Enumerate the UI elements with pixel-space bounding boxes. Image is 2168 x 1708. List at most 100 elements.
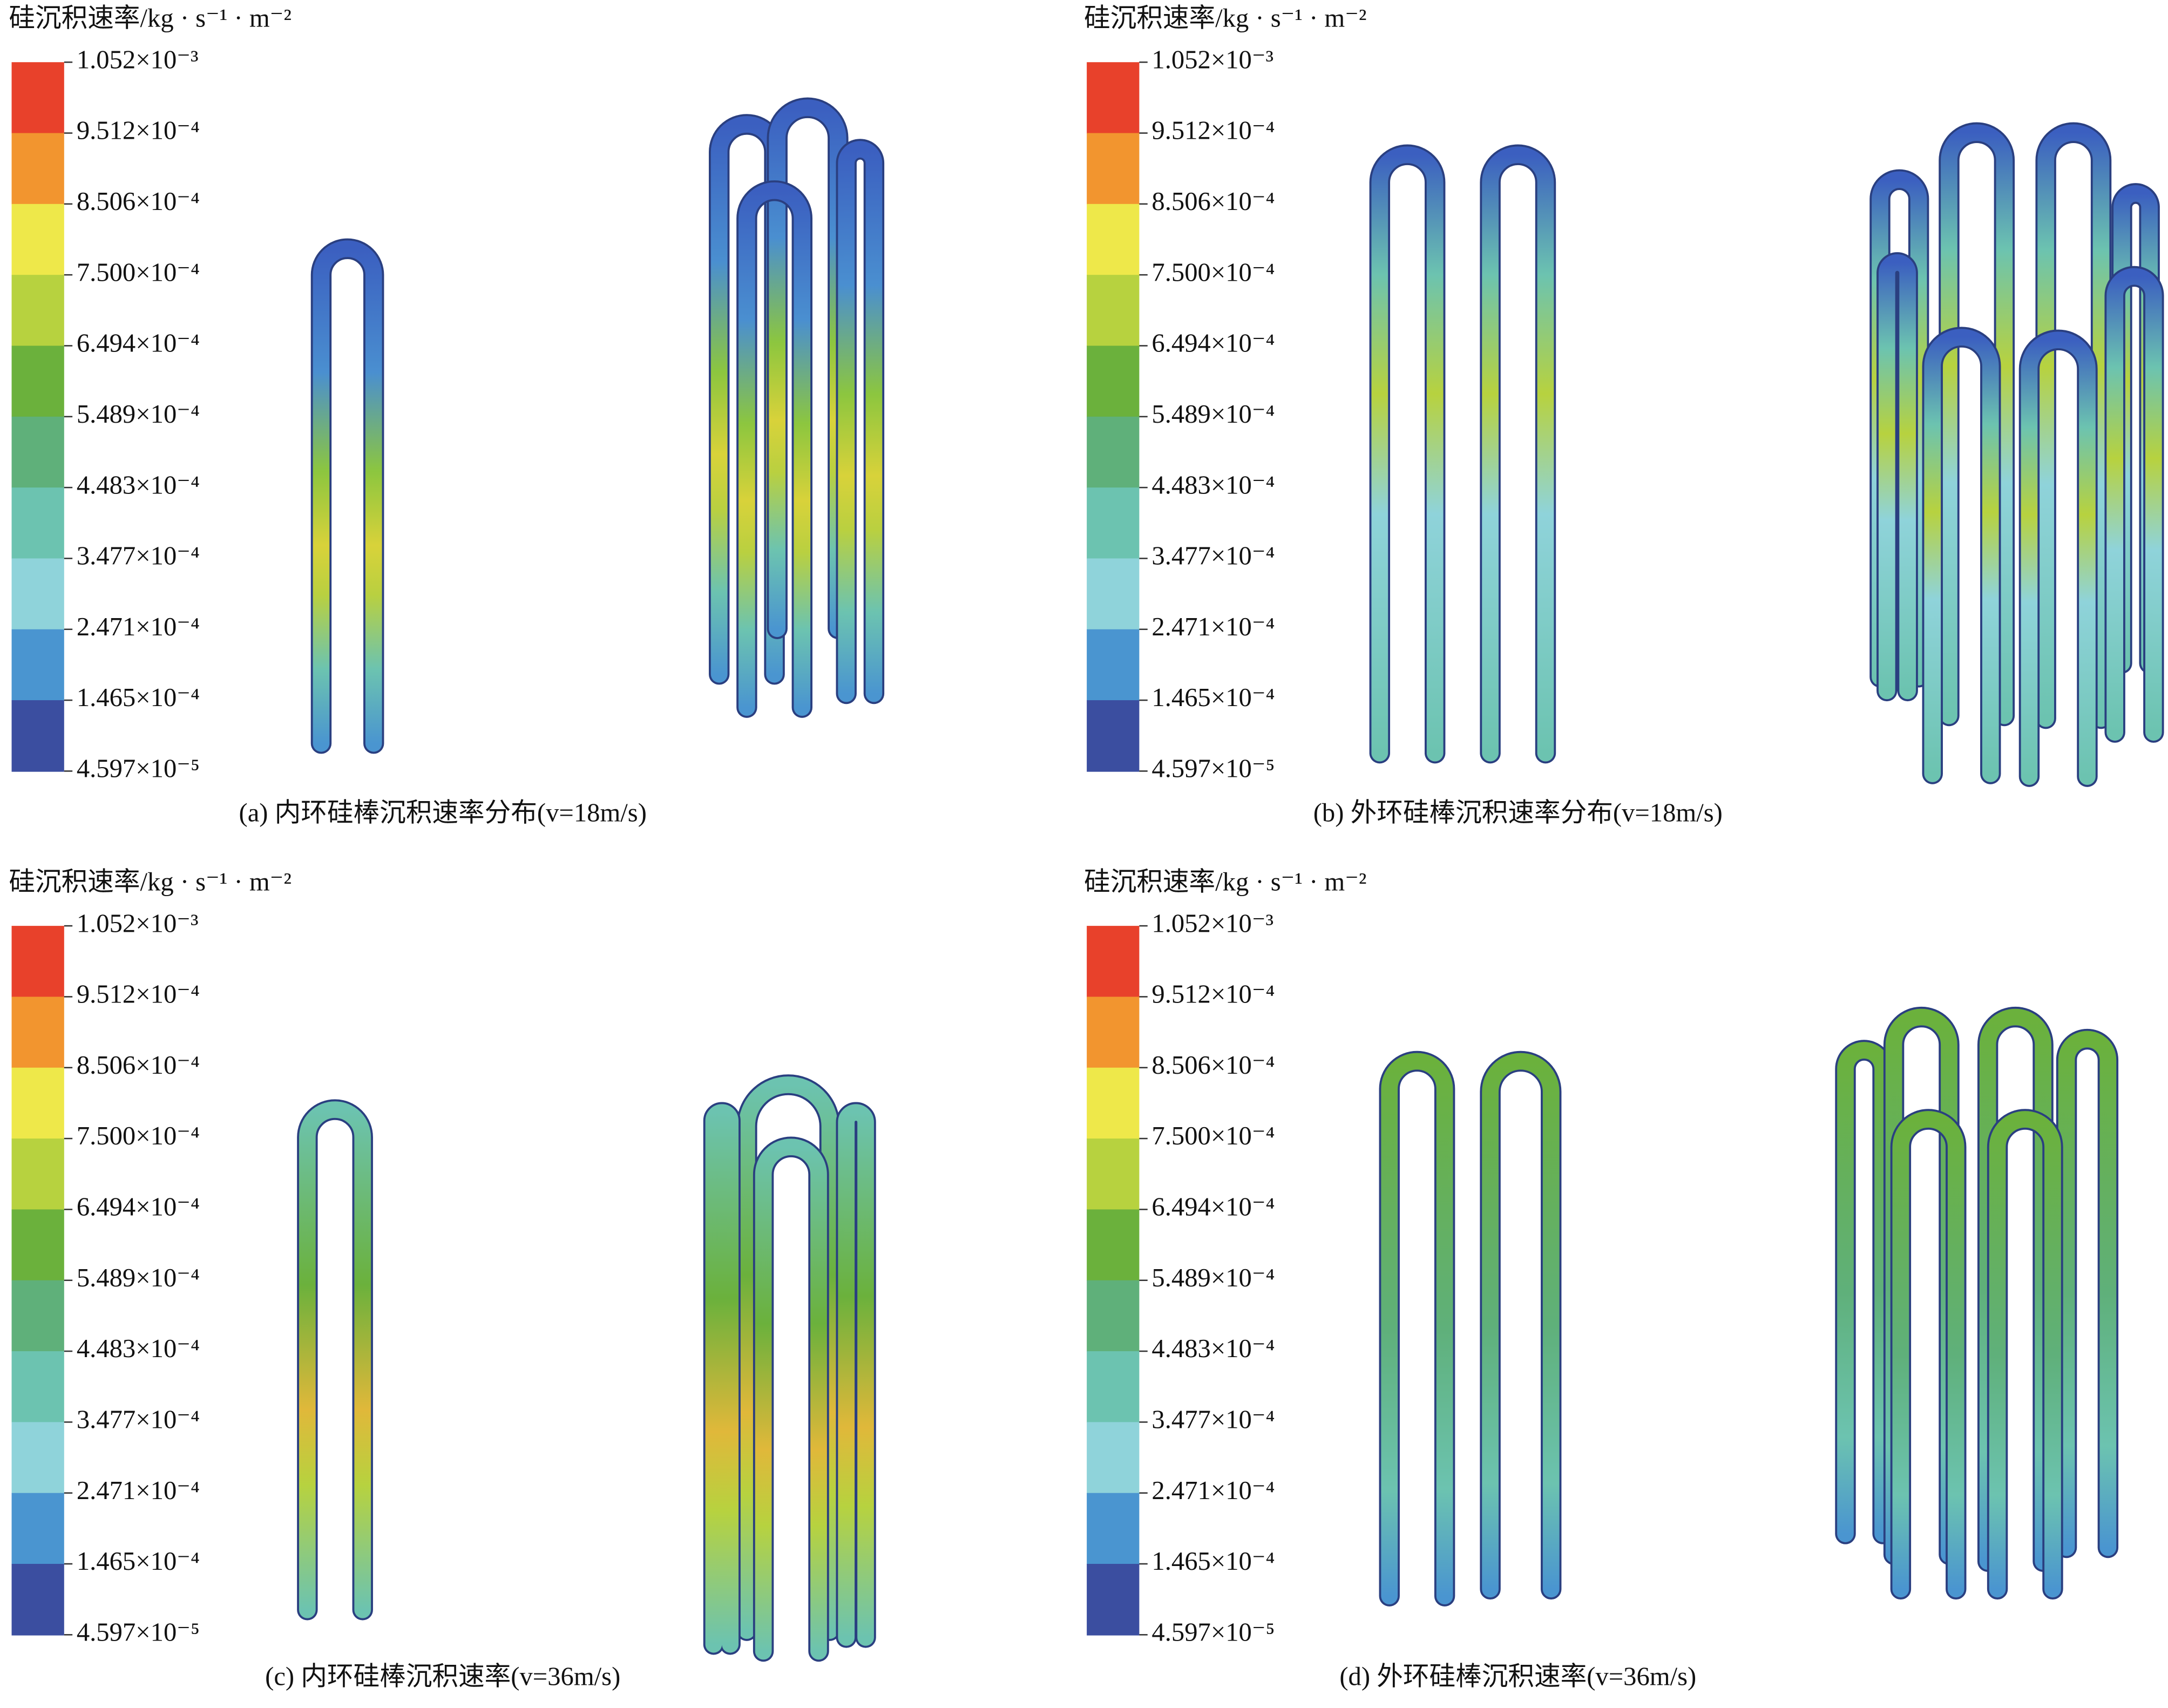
silicon-rod-surface xyxy=(1482,1053,1560,1598)
colorbar-band xyxy=(1087,275,1140,347)
legend-label: 9.512×10⁻⁴ xyxy=(1151,980,1275,1009)
silicon-rod-surface xyxy=(838,141,883,702)
silicon-rod-surface xyxy=(1892,1111,1964,1598)
silicon-rod xyxy=(2018,329,2098,787)
legend-label: 5.489×10⁻⁴ xyxy=(77,1263,200,1292)
legend-label: 9.512×10⁻⁴ xyxy=(1151,116,1275,145)
legend-label: 3.477×10⁻⁴ xyxy=(77,541,200,571)
legend-label: 7.500×10⁻⁴ xyxy=(1151,1121,1275,1150)
legend-title: 硅沉积速率/kg · s⁻¹ · m⁻² xyxy=(1084,867,1367,896)
colorbar-band xyxy=(11,345,64,418)
legend-label: 4.597×10⁻⁵ xyxy=(77,754,200,783)
colorbar-band xyxy=(1087,926,1140,998)
colorbar-band xyxy=(1087,1067,1140,1140)
silicon-rod-surface xyxy=(2037,124,2110,727)
colorbar-band xyxy=(11,487,64,559)
legend-label: 7.500×10⁻⁴ xyxy=(77,1121,200,1150)
silicon-rod-surface xyxy=(2113,185,2158,672)
silicon-rod-surface xyxy=(838,1104,874,1646)
silicon-rod-surface xyxy=(2058,1031,2117,1556)
silicon-rod-surface xyxy=(1941,124,2013,724)
silicon-rod-surface xyxy=(1837,1042,1891,1542)
colorbar-band xyxy=(1087,629,1140,701)
colorbar-band xyxy=(1087,1280,1140,1352)
legend-label: 1.052×10⁻³ xyxy=(77,909,199,938)
colorbar-band xyxy=(1087,700,1140,772)
colorbar-band xyxy=(1087,1564,1140,1636)
legend-label: 1.465×10⁻⁴ xyxy=(77,1547,200,1576)
legend-label: 7.500×10⁻⁴ xyxy=(77,257,200,287)
legend-title: 硅沉积速率/kg · s⁻¹ · m⁻² xyxy=(9,867,292,896)
silicon-rod-surface xyxy=(1979,1008,2051,1570)
legend-label: 2.471×10⁻⁴ xyxy=(77,612,200,641)
silicon-rod-surface xyxy=(1878,254,1916,700)
legend-label: 8.506×10⁻⁴ xyxy=(1151,1050,1275,1080)
legend-label: 5.489×10⁻⁴ xyxy=(1151,1263,1275,1292)
colorbar-band xyxy=(11,416,64,489)
silicon-rod-surface xyxy=(2021,331,2096,785)
colorbar-band xyxy=(11,700,64,772)
legend-label: 5.489×10⁻⁴ xyxy=(77,399,200,429)
legend-label: 9.512×10⁻⁴ xyxy=(77,980,200,1009)
legend-label: 8.506×10⁻⁴ xyxy=(1151,187,1275,216)
colorbar-band xyxy=(11,1280,64,1352)
colorbar-band xyxy=(1087,997,1140,1069)
legend-label: 6.494×10⁻⁴ xyxy=(1151,329,1275,358)
legend-label: 7.500×10⁻⁴ xyxy=(1151,257,1275,287)
colorbar-band xyxy=(11,926,64,998)
legend-title: 硅沉积速率/kg · s⁻¹ · m⁻² xyxy=(9,4,292,33)
legend-label: 3.477×10⁻⁴ xyxy=(1151,541,1275,571)
colorbar-band xyxy=(1087,416,1140,489)
legend-label: 2.471×10⁻⁴ xyxy=(77,1476,200,1505)
legend-label: 1.052×10⁻³ xyxy=(1151,45,1273,74)
legend-label: 4.483×10⁻⁴ xyxy=(1151,1334,1275,1363)
legend-label: 8.506×10⁻⁴ xyxy=(77,1050,200,1080)
legend-label: 8.506×10⁻⁴ xyxy=(77,187,200,216)
silicon-rod-surface xyxy=(1371,146,1444,762)
silicon-rod xyxy=(1480,1050,1562,1600)
colorbar-band xyxy=(1087,1351,1140,1423)
colorbar-band xyxy=(1087,133,1140,205)
caption: (d) 外环硅棒沉积速率(v=36m/s) xyxy=(1339,1662,1696,1691)
colorbar-band xyxy=(1087,487,1140,559)
colorbar-band xyxy=(11,558,64,631)
colorbar-band xyxy=(1087,1209,1140,1281)
legend-label: 1.465×10⁻⁴ xyxy=(77,683,200,712)
legend-label: 5.489×10⁻⁴ xyxy=(1151,399,1275,429)
legend-label: 6.494×10⁻⁴ xyxy=(1151,1192,1275,1222)
silicon-rod-surface xyxy=(1924,329,1999,782)
legend-label: 6.494×10⁻⁴ xyxy=(77,1192,200,1222)
legend-label: 4.483×10⁻⁴ xyxy=(77,470,200,499)
legend-title: 硅沉积速率/kg · s⁻¹ · m⁻² xyxy=(1084,4,1367,33)
silicon-rod-surface xyxy=(769,99,846,638)
legend-label: 1.052×10⁻³ xyxy=(1151,909,1273,938)
colorbar-band xyxy=(1087,62,1140,134)
silicon-rod-surface xyxy=(755,1138,827,1660)
colorbar-band xyxy=(11,997,64,1069)
colorbar-band xyxy=(11,1422,64,1494)
caption: (b) 外环硅棒沉积速率分布(v=18m/s) xyxy=(1313,798,1723,827)
legend-label: 9.512×10⁻⁴ xyxy=(77,116,200,145)
silicon-rod-surface xyxy=(1872,171,1927,686)
silicon-rod-surface xyxy=(299,1101,371,1618)
legend-label: 1.465×10⁻⁴ xyxy=(1151,683,1275,712)
legend-label: 3.477×10⁻⁴ xyxy=(1151,1405,1275,1434)
silicon-rod-surface xyxy=(739,182,811,716)
colorbar-band xyxy=(11,1138,64,1210)
colorbar-band xyxy=(11,133,64,205)
silicon-rod-surface xyxy=(739,1076,838,1639)
legend-label: 6.494×10⁻⁴ xyxy=(77,329,200,358)
legend-label: 4.483×10⁻⁴ xyxy=(1151,470,1275,499)
colorbar-band xyxy=(1087,1493,1140,1565)
legend-label: 2.471×10⁻⁴ xyxy=(1151,612,1275,641)
colorbar-band xyxy=(1087,1422,1140,1494)
colorbar-band xyxy=(1087,1138,1140,1210)
colorbar-band xyxy=(11,1351,64,1423)
silicon-rod-surface xyxy=(2106,268,2162,741)
colorbar-band xyxy=(11,275,64,347)
legend-label: 4.597×10⁻⁵ xyxy=(77,1617,200,1646)
colorbar-band xyxy=(11,62,64,134)
legend-label: 4.597×10⁻⁵ xyxy=(1151,754,1275,783)
